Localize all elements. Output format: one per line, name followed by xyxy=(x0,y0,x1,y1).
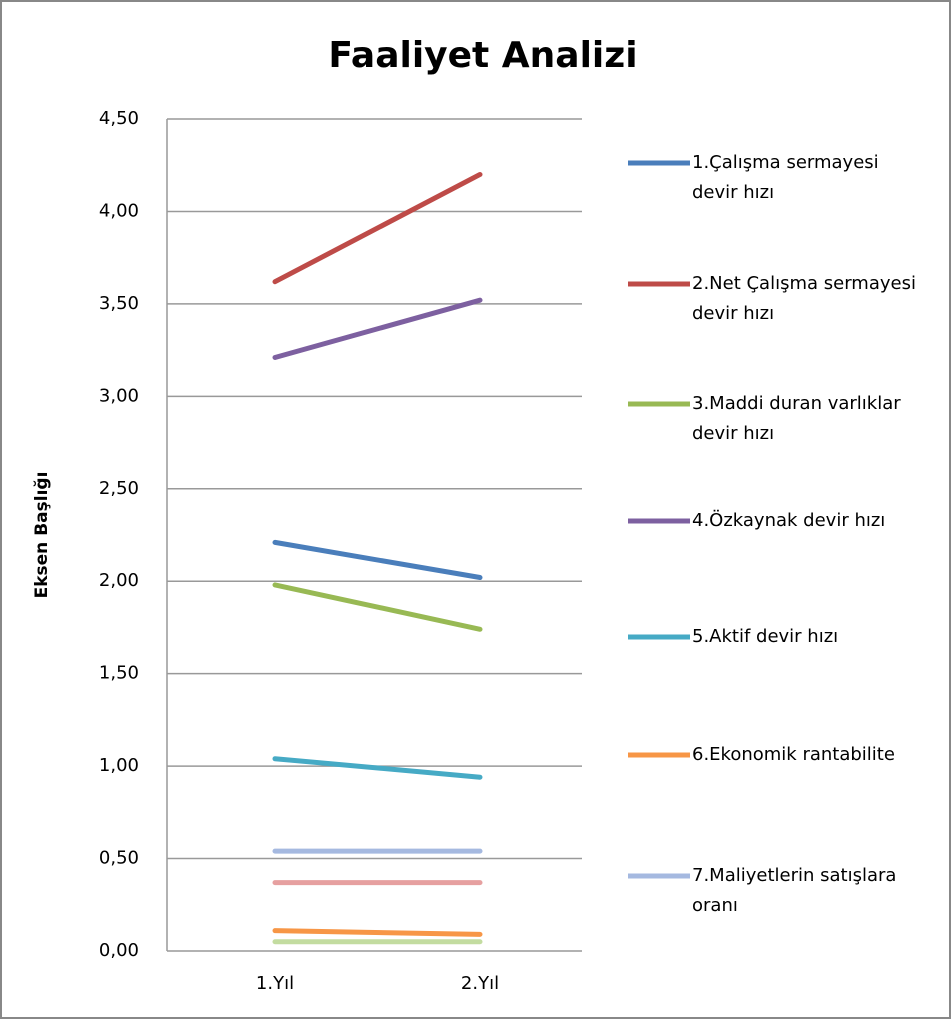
legend-label: 5.Aktif devir hızı xyxy=(692,626,839,647)
legend-label: 2.Net Çalışma sermayesi devir hızı xyxy=(692,273,916,324)
legend-label: 3.Maddi duran varlıklar devir hızı xyxy=(692,393,901,444)
x-tick-label: 2.Yıl xyxy=(461,973,499,994)
y-tick-label: 4,50 xyxy=(99,108,139,129)
y-tick-label: 0,00 xyxy=(99,940,139,961)
y-tick-label: 2,50 xyxy=(99,478,139,499)
series-line xyxy=(272,539,483,581)
series-line xyxy=(272,171,483,285)
y-tick-label: 2,00 xyxy=(99,570,139,591)
legend-label: 4.Özkaynak devir hızı xyxy=(692,510,886,531)
y-tick-label: 4,00 xyxy=(99,200,139,221)
y-tick-label: 1,00 xyxy=(99,755,139,776)
chart-title: Faaliyet Analizi xyxy=(328,35,637,76)
series-line xyxy=(272,297,483,361)
series-line xyxy=(272,928,483,937)
y-tick-label: 3,50 xyxy=(99,293,139,314)
legend-label: 6.Ekonomik rantabilite xyxy=(692,744,895,765)
y-tick-label: 1,50 xyxy=(99,663,139,684)
series-line xyxy=(272,582,483,632)
legend-label: 7.Maliyetlerin satışlara oranı xyxy=(692,865,897,916)
y-tick-label: 3,00 xyxy=(99,385,139,406)
legend-label: 1.Çalışma sermayesi devir hızı xyxy=(692,152,879,203)
x-tick-label: 1.Yıl xyxy=(256,973,294,994)
series-line xyxy=(272,756,483,780)
y-tick-label: 0,50 xyxy=(99,848,139,869)
y-axis-title: Eksen Başlığı xyxy=(32,472,52,599)
